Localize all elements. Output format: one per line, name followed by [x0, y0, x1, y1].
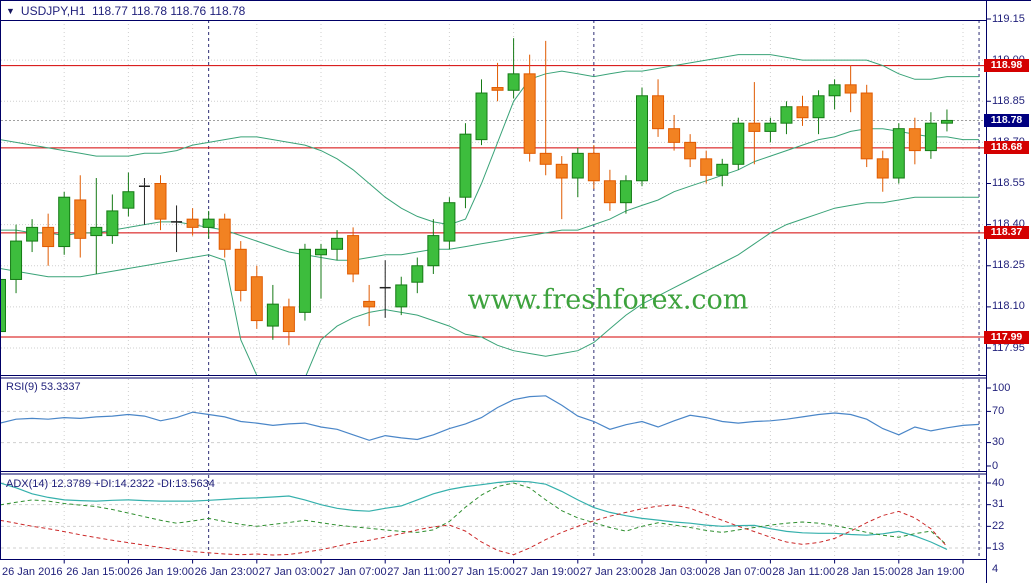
candle — [684, 134, 697, 168]
candle — [587, 145, 600, 189]
candle — [90, 178, 103, 274]
rsi-line — [1, 395, 980, 441]
bollinger-upper-band — [1, 54, 980, 226]
candle — [459, 123, 472, 209]
candle — [796, 95, 809, 126]
candle — [395, 276, 408, 316]
candle — [331, 230, 344, 261]
candle — [523, 54, 536, 162]
candle — [844, 65, 857, 113]
candle — [892, 123, 905, 184]
candle — [250, 265, 263, 329]
candle — [860, 84, 873, 168]
candle — [202, 210, 215, 239]
candle — [58, 191, 71, 255]
candle — [732, 117, 745, 170]
candle — [74, 175, 87, 258]
candle — [716, 158, 729, 187]
candle — [234, 241, 247, 302]
candle — [1, 278, 6, 333]
plus-di-line — [1, 482, 948, 546]
candle — [347, 227, 360, 283]
candle — [26, 219, 39, 253]
candle — [908, 117, 921, 165]
candle — [218, 213, 231, 258]
candle — [571, 147, 584, 198]
candle — [603, 169, 616, 211]
candle — [828, 79, 841, 110]
candle — [652, 79, 665, 137]
bollinger-middle-band — [1, 128, 980, 261]
candle — [298, 243, 311, 321]
candle — [138, 178, 150, 225]
adx-line — [1, 480, 948, 550]
candle — [764, 117, 777, 143]
candle — [186, 208, 199, 236]
candle — [748, 82, 761, 165]
candle — [491, 62, 504, 102]
candle — [539, 40, 552, 176]
candle — [507, 38, 520, 99]
candle — [555, 156, 568, 220]
candle — [475, 79, 488, 146]
candle — [266, 284, 279, 340]
candle — [636, 87, 648, 187]
candle — [427, 219, 440, 274]
candle — [379, 260, 391, 318]
candle — [154, 175, 167, 231]
candle — [700, 150, 713, 184]
candle — [443, 197, 456, 250]
candle — [940, 109, 953, 132]
candle — [282, 298, 295, 346]
candle — [315, 243, 327, 299]
candle — [668, 114, 681, 151]
candle — [122, 172, 135, 217]
candle — [780, 101, 793, 135]
candle — [171, 205, 183, 253]
candle — [812, 90, 825, 135]
candle — [619, 175, 632, 214]
candle — [924, 112, 937, 159]
candle — [363, 284, 376, 327]
candle — [876, 150, 889, 192]
candle — [10, 224, 23, 294]
candle — [106, 194, 119, 244]
candle — [42, 213, 55, 266]
minus-di-line — [1, 504, 948, 556]
bollinger-lower-band — [1, 196, 980, 375]
candle — [411, 257, 424, 294]
